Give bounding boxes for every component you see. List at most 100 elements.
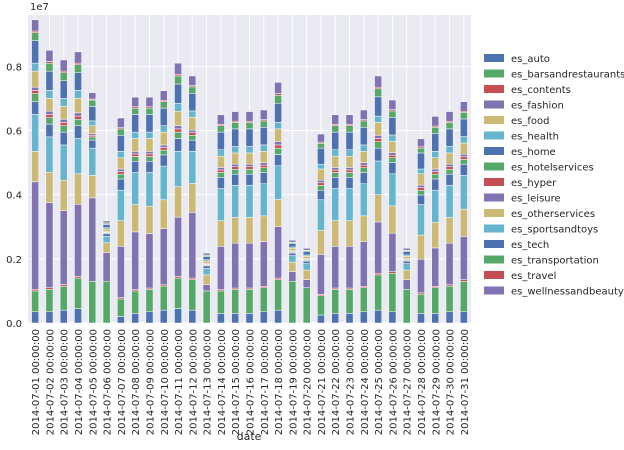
bar-segment-es_wellnessandbeauty	[460, 102, 467, 112]
bar-segment-es_otherservices	[160, 132, 167, 145]
bar-segment-es_otherservices	[203, 261, 210, 264]
bar-segment-es_hyper	[332, 170, 339, 173]
bar-segment-es_otherservices	[32, 71, 39, 87]
bar-segment-es_wellnessandbeauty	[160, 91, 167, 101]
bar-segment-es_health	[74, 139, 81, 174]
bar-segment-es_transportation	[32, 33, 39, 41]
bar-segment-es_home	[203, 266, 210, 269]
legend-label-es_otherservices: es_otherservices	[511, 209, 595, 220]
bar-segment-es_hyper	[246, 167, 253, 170]
bar-segment-es_barsandrestaurants	[232, 289, 239, 313]
bar-segment-es_health	[332, 189, 339, 221]
bar-segment-es_home	[303, 261, 310, 264]
bar-segment-es_tech	[132, 114, 139, 132]
bar-segment-es_home	[375, 148, 382, 161]
bar-segment-es_auto	[246, 313, 253, 323]
bar-segment-es_barsandrestaurants	[403, 289, 410, 323]
x-tick-label: 2014-07-06 00:00:00	[103, 329, 114, 435]
bar-segment-es_hotelservices	[32, 94, 39, 102]
bar-segment-es_barsandrestaurants	[60, 286, 67, 310]
bar-segment-es_otherservices	[103, 229, 110, 232]
bar-segment-es_home	[275, 155, 282, 166]
bar-segment-es_food	[74, 174, 81, 204]
y-tick-label: 0.8	[6, 62, 22, 73]
bar-segment-es_transportation	[389, 111, 396, 117]
bar-segment-es_wellnessandbeauty	[389, 100, 396, 110]
bar-segment-es_food	[403, 270, 410, 280]
bar-segment-es_tech	[432, 134, 439, 152]
bar-segment-es_tech	[446, 129, 453, 147]
bar-segment-es_fashion	[289, 272, 296, 282]
bar-segment-es_hotelservices	[132, 156, 139, 161]
bar-segment-es_leisure	[132, 151, 139, 154]
legend-swatch-es_contents	[484, 85, 504, 93]
bar-segment-es_transportation	[60, 73, 67, 81]
bar-segment-es_tech	[303, 252, 310, 255]
bar-segment-es_hotelservices	[46, 118, 53, 124]
legend-swatch-es_transportation	[484, 256, 504, 264]
bar-segment-es_leisure	[117, 169, 124, 172]
bar-segment-es_health	[174, 151, 181, 186]
bar-segment-es_food	[189, 183, 196, 212]
bar-segment-es_otherservices	[417, 174, 424, 185]
bar-segment-es_auto	[460, 312, 467, 323]
bar-segment-es_tech	[89, 106, 96, 120]
legend-swatch-es_barsandrestaurants	[484, 70, 504, 78]
bar-segment-es_wellnessandbeauty	[432, 116, 439, 126]
bar-segment-es_sportsandtoys	[60, 98, 67, 106]
legend-label-es_leisure: es_leisure	[511, 194, 561, 205]
bar-segment-es_otherservices	[174, 111, 181, 125]
bar-segment-es_home	[132, 161, 139, 172]
bar-segment-es_auto	[174, 309, 181, 323]
bar-segment-es_wellnessandbeauty	[360, 110, 367, 120]
x-tick-label: 2014-07-17 00:00:00	[260, 329, 271, 435]
bar-segment-es_transportation	[232, 122, 239, 128]
bar-segment-es_tech	[32, 41, 39, 63]
bar-segment-es_sportsandtoys	[117, 151, 124, 157]
bar-segment-es_hotelservices	[360, 168, 367, 173]
bar-segment-es_otherservices	[432, 158, 439, 169]
legend-swatch-es_food	[484, 116, 504, 124]
legend-label-es_sportsandtoys: es_sportsandtoys	[511, 225, 598, 236]
bar-segment-es_home	[160, 155, 167, 166]
bar-segment-es_barsandrestaurants	[360, 288, 367, 312]
bar-segment-es_transportation	[117, 129, 124, 135]
bar-segment-es_fashion	[403, 280, 410, 290]
bar-segment-es_food	[174, 187, 181, 217]
bar-segment-es_barsandrestaurants	[346, 289, 353, 313]
bar-segment-es_sportsandtoys	[217, 150, 224, 156]
bar-segment-es_leisure	[174, 126, 181, 129]
bar-segment-es_tech	[389, 117, 396, 135]
bar-segment-es_otherservices	[317, 169, 324, 180]
bar-segment-es_wellnessandbeauty	[60, 60, 67, 71]
bar-segment-es_leisure	[460, 154, 467, 157]
bar-segment-es_barsandrestaurants	[389, 273, 396, 312]
bar-segment-es_fashion	[174, 217, 181, 276]
bar-segment-es_auto	[46, 312, 53, 323]
bar-segment-es_home	[89, 140, 96, 148]
bar-segment-es_hotelservices	[260, 168, 267, 173]
bar-segment-es_wellnessandbeauty	[89, 93, 96, 99]
legend-label-es_auto: es_auto	[511, 54, 550, 65]
bar-segment-es_barsandrestaurants	[74, 278, 81, 308]
bar-segment-es_barsandrestaurants	[189, 280, 196, 310]
bar-segment-es_barsandrestaurants	[117, 299, 124, 317]
bar-segment-es_fashion	[203, 285, 210, 291]
bar-segment-es_home	[403, 261, 410, 264]
bar-segment-es_hyper	[232, 167, 239, 170]
bar-segment-es_food	[375, 195, 382, 222]
bar-segment-es_home	[417, 195, 424, 205]
bar-segment-es_food	[275, 199, 282, 226]
bar-segment-es_otherservices	[89, 126, 96, 134]
bar-segment-es_transportation	[217, 126, 224, 132]
bar-segment-es_transportation	[174, 76, 181, 84]
bar-segment-es_fashion	[74, 204, 81, 276]
bar-segment-es_fashion	[460, 236, 467, 279]
bar-segment-es_leisure	[146, 151, 153, 154]
bar-segment-es_home	[389, 163, 396, 174]
bar-segment-es_hyper	[160, 148, 167, 151]
bar-segment-es_auto	[346, 313, 353, 323]
bar-segment-es_tech	[117, 135, 124, 151]
bar-segment-es_fashion	[417, 259, 424, 293]
